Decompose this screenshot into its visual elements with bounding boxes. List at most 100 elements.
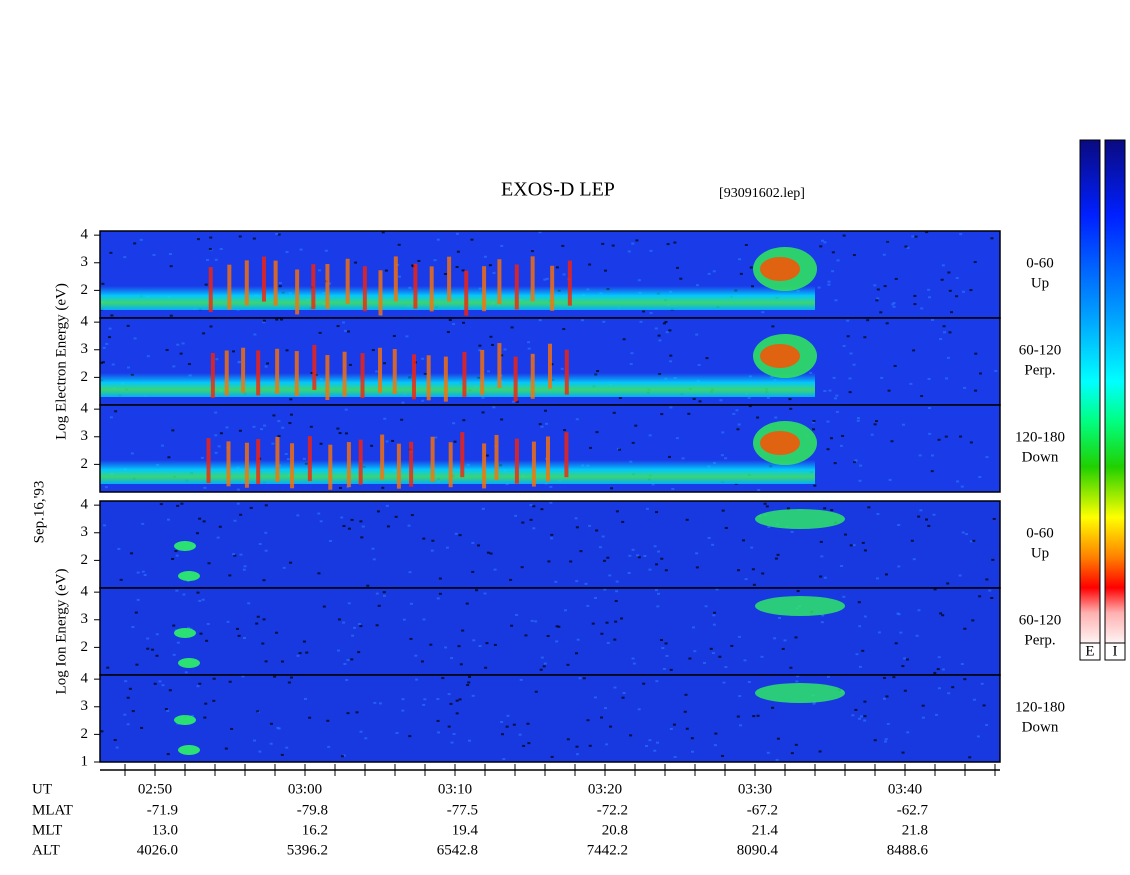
noise xyxy=(736,715,740,718)
noise xyxy=(277,727,281,730)
noise xyxy=(948,289,952,292)
flux-streak xyxy=(480,349,485,395)
panel-border xyxy=(99,674,1001,763)
flux-streak xyxy=(358,439,363,485)
noise xyxy=(430,549,434,552)
noise xyxy=(342,621,346,624)
y-tick-label: 3 xyxy=(81,698,89,714)
noise xyxy=(214,451,218,454)
noise xyxy=(131,710,135,713)
noise xyxy=(515,614,519,617)
noise xyxy=(669,406,673,409)
noise xyxy=(941,668,945,671)
noise xyxy=(969,441,973,444)
noise xyxy=(892,676,896,679)
noise xyxy=(992,517,996,520)
noise xyxy=(947,692,951,695)
noise xyxy=(187,363,191,366)
noise xyxy=(455,232,459,235)
noise xyxy=(182,593,186,596)
noise xyxy=(730,644,734,647)
noise xyxy=(595,431,599,434)
noise xyxy=(176,504,180,507)
noise xyxy=(437,731,441,734)
noise xyxy=(602,320,606,323)
flux-streak xyxy=(261,256,266,302)
noise xyxy=(543,662,547,665)
noise xyxy=(238,429,242,432)
noise xyxy=(407,524,411,527)
flux-streak xyxy=(514,438,519,484)
noise xyxy=(823,576,827,579)
noise xyxy=(309,425,313,428)
noise xyxy=(760,655,764,658)
noise xyxy=(601,242,605,245)
noise xyxy=(705,357,709,360)
noise xyxy=(612,411,616,414)
noise xyxy=(936,668,940,671)
noise xyxy=(258,543,262,546)
noise xyxy=(216,536,220,539)
noise xyxy=(741,539,745,542)
noise xyxy=(436,698,440,701)
noise xyxy=(225,426,229,429)
noise xyxy=(675,437,679,440)
noise xyxy=(382,594,386,597)
panel-direction: Up xyxy=(1031,545,1049,561)
noise xyxy=(478,344,482,347)
noise xyxy=(209,325,213,328)
flux-streak xyxy=(426,355,431,401)
noise xyxy=(630,352,634,355)
panel-direction: Perp. xyxy=(1024,632,1055,648)
noise xyxy=(899,631,903,634)
noise xyxy=(832,376,836,379)
noise xyxy=(219,247,223,250)
noise xyxy=(990,597,994,600)
noise xyxy=(521,521,525,524)
noise xyxy=(961,531,965,534)
noise xyxy=(873,739,877,742)
noise xyxy=(153,682,157,685)
noise xyxy=(540,425,544,428)
noise xyxy=(897,524,901,527)
colorbar xyxy=(1104,139,1126,644)
noise xyxy=(280,318,284,321)
noise xyxy=(287,681,291,684)
flux-band xyxy=(100,286,815,310)
noise xyxy=(343,329,347,332)
noise xyxy=(709,647,713,650)
flux-streak xyxy=(226,441,231,487)
y-tick-label: 1 xyxy=(81,753,89,769)
noise xyxy=(715,588,719,591)
noise xyxy=(635,239,639,242)
noise xyxy=(206,622,210,625)
noise xyxy=(344,408,348,411)
noise xyxy=(994,369,998,372)
y-tick-label: 3 xyxy=(81,611,89,627)
noise xyxy=(174,550,178,553)
noise xyxy=(357,622,361,625)
y-axis-label: Log Ion Energy (eV) xyxy=(53,569,69,695)
noise xyxy=(509,578,513,581)
noise xyxy=(395,731,399,734)
noise xyxy=(901,751,905,754)
noise xyxy=(538,423,542,426)
noise xyxy=(164,708,168,711)
flux-streak xyxy=(448,442,453,488)
noise xyxy=(478,349,482,352)
noise xyxy=(882,253,886,256)
noise xyxy=(940,278,944,281)
noise xyxy=(959,233,963,236)
noise xyxy=(875,299,879,302)
noise xyxy=(600,716,604,719)
noise xyxy=(461,629,465,632)
noise xyxy=(126,723,130,726)
noise xyxy=(877,631,881,634)
noise xyxy=(169,265,173,268)
flux-blob xyxy=(760,344,800,368)
noise xyxy=(119,578,123,581)
noise xyxy=(530,250,534,253)
noise xyxy=(448,319,452,322)
noise xyxy=(891,303,895,306)
noise xyxy=(141,522,145,525)
